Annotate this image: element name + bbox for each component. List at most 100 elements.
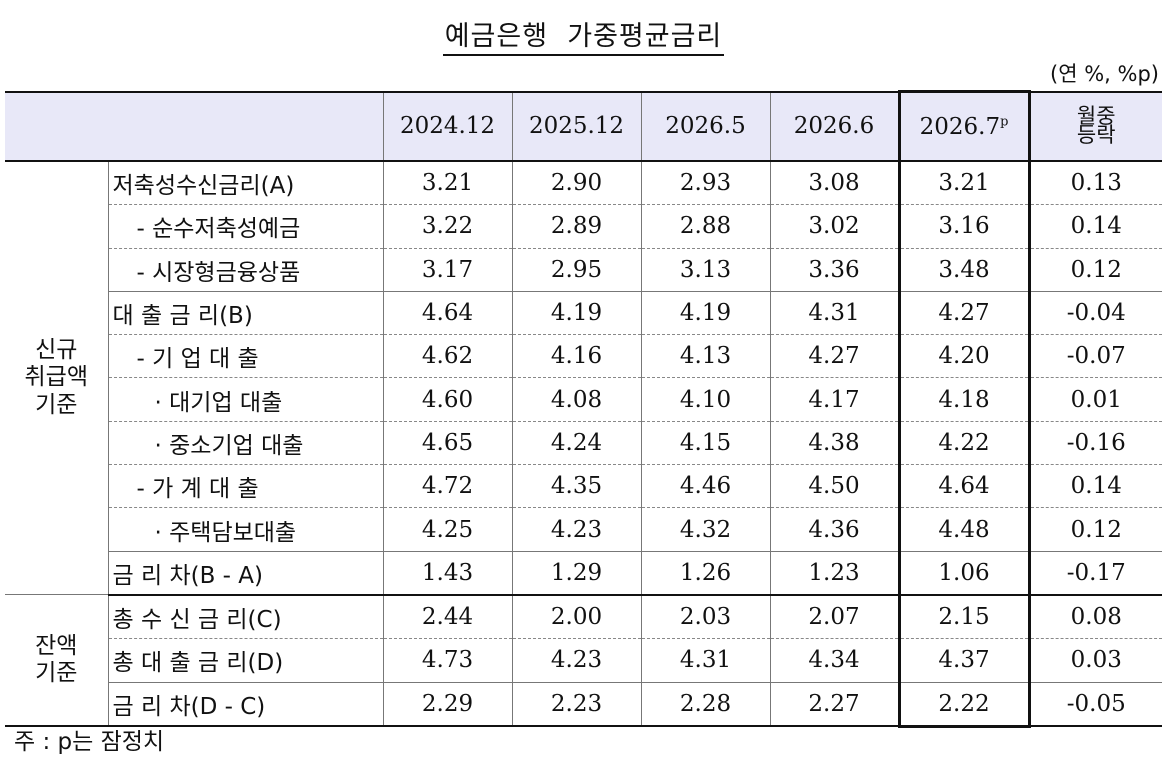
cell: 2.00 [511,594,641,640]
cell: 4.37 [897,638,1031,683]
table-row: 신규 취급액 기준 저축성수신금리(A) 3.21 2.90 2.93 3.08 3… [5,161,1162,596]
cell: 2.23 [511,682,641,728]
cell: 4.62 [382,334,512,379]
row-label: 금 리 차(B - A) [107,551,383,596]
header-blank [5,90,383,162]
cell: 3.36 [769,248,899,292]
cell: 1.29 [511,551,641,596]
row-label: 대 출 금 리(B) [107,291,383,336]
cell: 2.28 [640,682,770,728]
cell: 0.13 [1028,161,1162,206]
cell: 4.36 [769,507,899,552]
cell: 4.73 [382,638,512,683]
cell: 4.65 [382,421,512,466]
table-row: - 가 계 대 출 4.72 4.35 4.46 4.50 4.64 0.14 [5,464,1162,509]
header-row: 2024.12 2025.12 2026.5 2026.6 2026.7p 월중… [5,90,1162,162]
cell: 2.27 [769,682,899,728]
cell: 4.10 [640,377,770,422]
table-row: - 기 업 대 출 4.62 4.16 4.13 4.27 4.20 -0.07 [5,334,1162,379]
cell: 4.48 [897,507,1031,552]
row-label: 저축성수신금리(A) [107,161,383,206]
table-row: · 주택담보대출 4.25 4.23 4.32 4.36 4.48 0.12 [5,507,1162,552]
cell: 4.19 [640,291,770,336]
cell: 4.23 [511,638,641,683]
cell: 4.60 [382,377,512,422]
cell: 4.35 [511,464,641,509]
cell: 4.46 [640,464,770,509]
row-label: 총 수 신 금 리(C) [107,594,383,640]
cell: 2.03 [640,594,770,640]
cell: 1.06 [897,551,1031,596]
cell: 4.34 [769,638,899,683]
interest-rate-table: 2024.12 2025.12 2026.5 2026.6 2026.7p 월중… [5,90,1162,728]
cell: 1.26 [640,551,770,596]
table-row: · 대기업 대출 4.60 4.08 4.10 4.17 4.18 0.01 [5,377,1162,422]
unit-label: (연 %, %p) [1050,62,1159,86]
cell: 4.50 [769,464,899,509]
table-row: 금 리 차(B - A) 1.43 1.29 1.26 1.23 1.06 -0… [5,551,1162,596]
row-label: 총 대 출 금 리(D) [107,638,383,683]
cell: 2.95 [511,248,641,292]
col-header-2024-12: 2024.12 [382,90,512,162]
row-label: - 순수저축성예금 [107,204,383,249]
cell: 0.14 [1028,204,1162,249]
table-row: 잔액 기준 총 수 신 금 리(C) 2.44 2.00 2.03 2.07 2.… [5,594,1162,728]
cell: 3.21 [897,161,1031,206]
cell: 0.08 [1028,594,1162,640]
row-label: · 중소기업 대출 [107,421,383,466]
cell: 0.01 [1028,377,1162,422]
cell: 2.88 [640,204,770,249]
group-label-new: 신규 취급액 기준 [5,161,108,596]
cell: 3.21 [382,161,512,206]
cell: 4.31 [769,291,899,336]
cell: 2.15 [897,594,1031,640]
cell: 0.12 [1028,507,1162,552]
cell: 3.22 [382,204,512,249]
cell: 2.29 [382,682,512,728]
cell: -0.07 [1028,334,1162,379]
table-row: - 순수저축성예금 3.22 2.89 2.88 3.02 3.16 0.14 [5,204,1162,249]
cell: 3.08 [769,161,899,206]
cell: -0.05 [1028,682,1162,728]
cell: 4.31 [640,638,770,683]
cell: -0.17 [1028,551,1162,596]
cell: 2.89 [511,204,641,249]
col-header-2026-7: 2026.7p [897,90,1031,162]
row-label: · 주택담보대출 [107,507,383,552]
col-header-2026-5: 2026.5 [640,90,770,162]
cell: 3.02 [769,204,899,249]
cell: 2.44 [382,594,512,640]
cell: 4.16 [511,334,641,379]
cell: 4.08 [511,377,641,422]
cell: 3.13 [640,248,770,292]
cell: 4.38 [769,421,899,466]
cell: 4.72 [382,464,512,509]
cell: 3.48 [897,248,1031,292]
page-title: 예금은행 가중평균금리 [0,14,1167,56]
table-row: · 중소기업 대출 4.65 4.24 4.15 4.38 4.22 -0.16 [5,421,1162,466]
cell: 4.64 [897,464,1031,509]
col-header-change: 월중 등락 [1028,90,1162,162]
row-label: - 시장형금융상품 [107,248,383,292]
table-row: 총 대 출 금 리(D) 4.73 4.23 4.31 4.34 4.37 0.… [5,638,1162,683]
row-label: · 대기업 대출 [107,377,383,422]
cell: 2.93 [640,161,770,206]
cell: 4.64 [382,291,512,336]
cell: 3.17 [382,248,512,292]
table-row: 대 출 금 리(B) 4.64 4.19 4.19 4.31 4.27 -0.0… [5,291,1162,336]
row-label: 금 리 차(D - C) [107,682,383,728]
cell: 4.13 [640,334,770,379]
group-label-balance: 잔액 기준 [5,594,108,728]
cell: 2.90 [511,161,641,206]
cell: 4.24 [511,421,641,466]
row-label: - 기 업 대 출 [107,334,383,379]
table-row: 금 리 차(D - C) 2.29 2.23 2.28 2.27 2.22 -0… [5,682,1162,728]
cell: 4.19 [511,291,641,336]
cell: 1.43 [382,551,512,596]
cell: 4.32 [640,507,770,552]
row-label: - 가 계 대 출 [107,464,383,509]
cell: 4.17 [769,377,899,422]
cell: -0.16 [1028,421,1162,466]
cell: 4.20 [897,334,1031,379]
cell: 4.23 [511,507,641,552]
